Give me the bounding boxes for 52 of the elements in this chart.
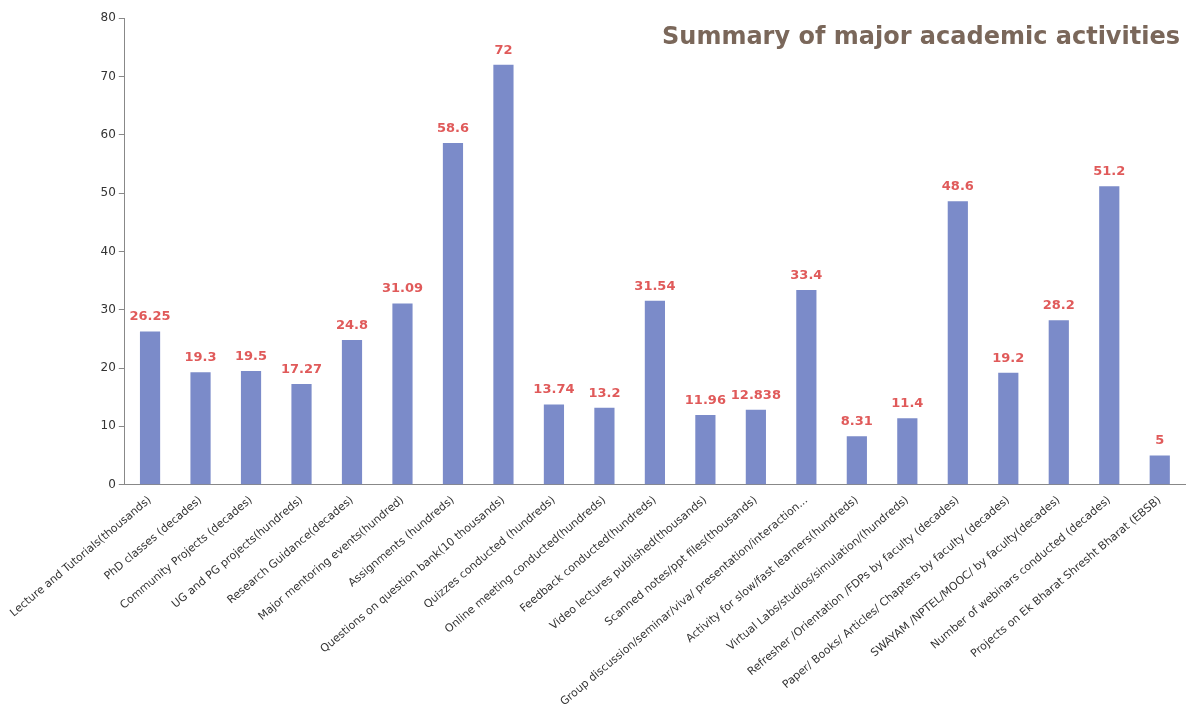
bar xyxy=(240,370,262,485)
bar xyxy=(998,372,1019,485)
y-tick-label: 10 xyxy=(100,418,116,433)
data-label: 72 xyxy=(494,41,513,57)
data-label: 58.6 xyxy=(436,119,469,135)
data-label: 19.2 xyxy=(992,349,1025,365)
data-label: 11.4 xyxy=(891,395,924,411)
bar xyxy=(695,414,716,485)
bar xyxy=(190,372,211,485)
y-tick-label: 70 xyxy=(100,68,116,83)
data-label: 8.31 xyxy=(840,413,873,429)
bar xyxy=(543,404,565,485)
data-label: 17.27 xyxy=(280,360,323,376)
y-tick-label: 40 xyxy=(100,243,116,258)
bar xyxy=(745,409,766,485)
bar xyxy=(139,331,161,485)
bar xyxy=(291,383,312,485)
y-tick-label: 0 xyxy=(108,476,116,491)
data-label: 31.54 xyxy=(634,277,676,293)
y-tick-label: 50 xyxy=(100,185,116,200)
bar xyxy=(594,407,615,485)
data-label: 26.25 xyxy=(129,308,171,324)
data-label: 5 xyxy=(1155,432,1165,448)
data-label: 33.4 xyxy=(790,266,823,282)
y-tick-label: 30 xyxy=(100,301,116,316)
y-tick-label: 20 xyxy=(100,360,116,375)
bar xyxy=(846,436,867,485)
data-label: 12.838 xyxy=(730,386,781,402)
bar xyxy=(341,340,363,485)
data-label: 19.3 xyxy=(184,349,217,365)
bar xyxy=(493,64,514,485)
data-label: 24.8 xyxy=(335,316,369,332)
bar xyxy=(644,300,665,485)
bar xyxy=(947,201,968,485)
data-label: 31.09 xyxy=(381,280,424,296)
bar xyxy=(796,289,817,485)
data-label: 11.96 xyxy=(684,391,726,407)
bar xyxy=(442,142,464,485)
y-tick-label: 80 xyxy=(100,10,116,25)
data-label: 13.2 xyxy=(588,384,621,400)
bar xyxy=(392,303,413,485)
bar xyxy=(897,418,918,485)
data-label: 51.2 xyxy=(1093,163,1126,179)
data-label: 19.5 xyxy=(234,347,268,363)
bar xyxy=(1149,455,1170,485)
bar xyxy=(1048,320,1069,485)
bar xyxy=(1099,186,1120,485)
data-label: 48.6 xyxy=(941,178,974,194)
data-label: 13.74 xyxy=(533,381,575,397)
data-label: 28.2 xyxy=(1042,297,1075,313)
y-tick-label: 60 xyxy=(100,126,116,141)
chart-title: Summary of major academic activities xyxy=(662,22,1180,51)
